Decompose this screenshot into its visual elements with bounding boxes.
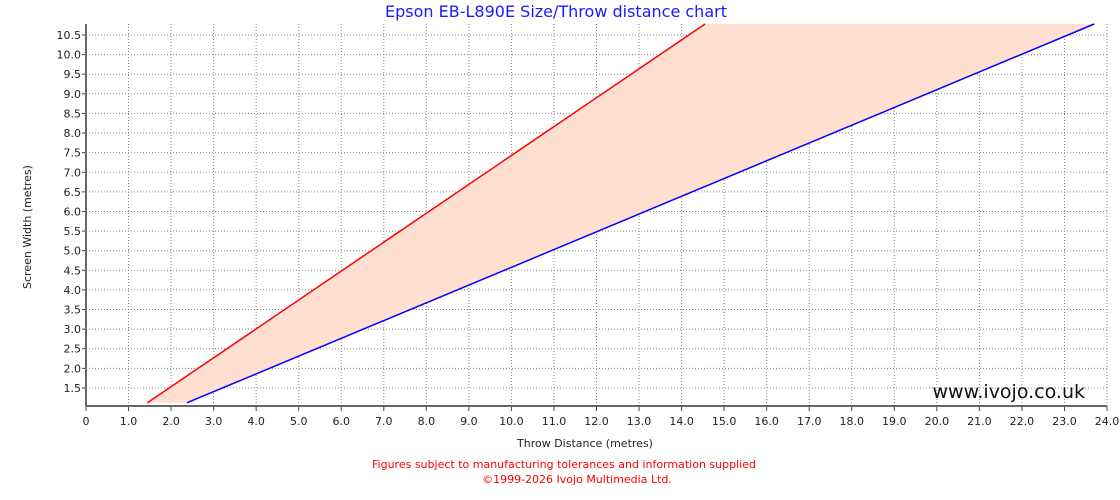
y-tick-label: 5.0 [64,245,82,258]
min-throw-line [146,23,706,404]
x-tick-label: 17.0 [797,415,822,428]
y-tick-label: 9.5 [64,68,82,81]
copyright: ©1999-2026 Ivojo Multimedia Ltd. [482,473,672,486]
x-tick-label: 9.0 [460,415,478,428]
y-tick-label: 7.5 [64,147,82,160]
x-tick-label: 11.0 [542,415,567,428]
x-tick-label: 24.0 [1095,415,1120,428]
y-axis-label: Screen Width (metres) [21,165,34,289]
y-tick-label: 8.5 [64,107,82,120]
footnote: Figures subject to manufacturing toleran… [372,458,756,471]
x-tick-label: 20.0 [925,415,950,428]
x-tick-label: 6.0 [333,415,351,428]
x-tick-label: 10.0 [499,415,524,428]
chart-title: Epson EB-L890E Size/Throw distance chart [385,2,727,21]
y-tick-label: 3.0 [64,323,82,336]
y-tick-label: 5.5 [64,225,82,238]
x-tick-label: 3.0 [205,415,223,428]
x-axis-label: Throw Distance (metres) [516,437,653,450]
y-tick-label: 6.5 [64,186,82,199]
x-tick-label: 15.0 [712,415,737,428]
x-tick-label: 7.0 [375,415,393,428]
y-tick-label: 6.0 [64,205,82,218]
x-tick-label: 16.0 [754,415,779,428]
x-tick-label: 2.0 [162,415,180,428]
y-tick-label: 4.5 [64,264,82,277]
y-tick-label: 10.5 [57,29,82,42]
x-tick-label: 14.0 [669,415,694,428]
y-tick-label: 1.5 [64,382,82,395]
x-tick-label: 13.0 [627,415,652,428]
y-tick-label: 2.0 [64,362,82,375]
y-tick-label: 2.5 [64,343,82,356]
x-tick-label: 22.0 [1010,415,1035,428]
x-tick-label: 0 [83,415,90,428]
y-tick-label: 7.0 [64,166,82,179]
x-tick-label: 23.0 [1052,415,1077,428]
y-tick-label: 3.5 [64,304,82,317]
y-tick-label: 10.0 [57,49,82,62]
y-tick-label: 4.0 [64,284,82,297]
x-tick-label: 21.0 [967,415,992,428]
x-tick-label: 5.0 [290,415,308,428]
range-fill [147,24,1095,403]
x-tick-label: 4.0 [247,415,265,428]
x-tick-label: 12.0 [584,415,609,428]
x-tick-label: 1.0 [120,415,138,428]
watermark: www.ivojo.co.uk [933,381,1086,403]
y-tick-label: 8.0 [64,127,82,140]
x-tick-label: 19.0 [882,415,907,428]
y-tick-label: 9.0 [64,88,82,101]
max-throw-line [186,23,1095,404]
x-tick-label: 18.0 [840,415,865,428]
x-tick-label: 8.0 [418,415,436,428]
